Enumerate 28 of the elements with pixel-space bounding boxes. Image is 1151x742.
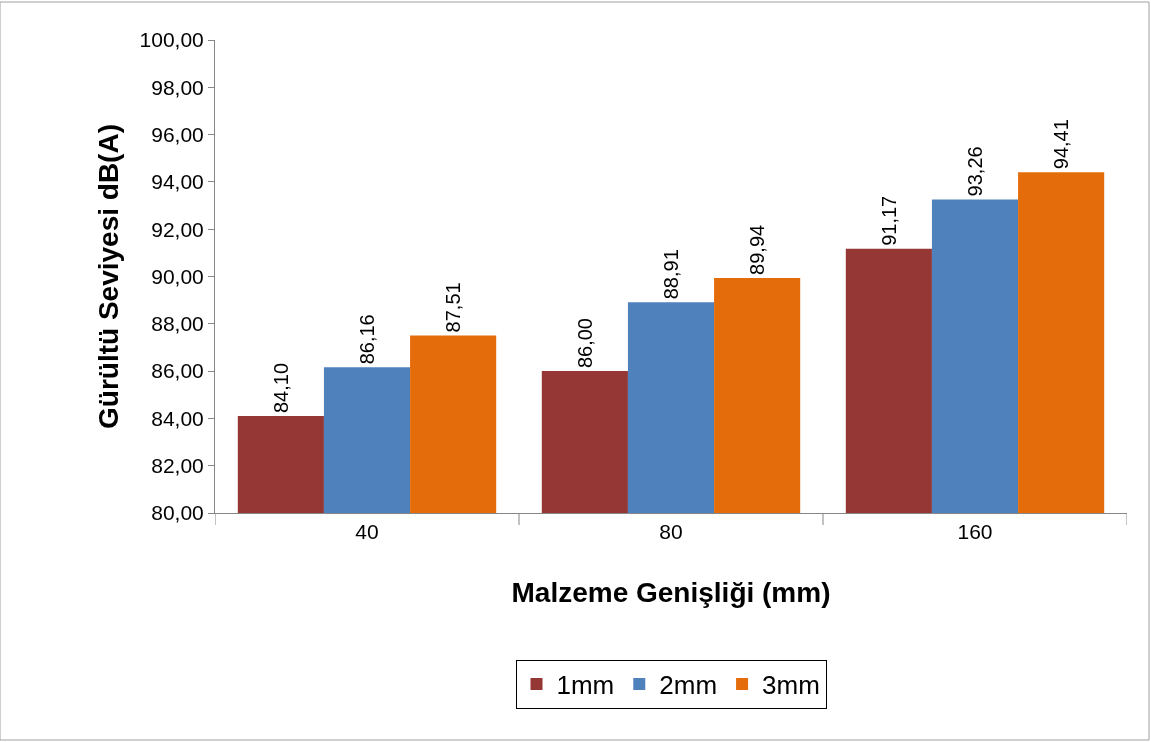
y-tick-label: 98,00: [151, 75, 204, 99]
x-tick-label: 160: [957, 520, 993, 544]
y-tick-label: 82,00: [151, 454, 204, 478]
y-tick-label: 84,00: [151, 406, 204, 430]
y-tick-label: 94,00: [151, 170, 204, 194]
legend-label: 1mm: [556, 670, 615, 701]
data-label: 91,17: [877, 195, 900, 246]
y-tick-label: 100,00: [139, 28, 204, 52]
x-axis-title: Malzeme Genişliği (mm): [511, 577, 831, 609]
y-tick-label: 96,00: [151, 122, 204, 146]
y-tick-label: 86,00: [151, 359, 204, 383]
legend-label: 2mm: [659, 670, 718, 701]
data-label: 86,00: [573, 318, 596, 369]
y-tick-label: 90,00: [151, 264, 204, 288]
x-tick-label: 80: [659, 520, 683, 544]
y-axis-title: Gürültü Seviyesi dB(A): [93, 124, 125, 429]
data-label: 86,16: [356, 314, 378, 365]
y-tick-label: 80,00: [151, 501, 204, 525]
data-label: 88,91: [660, 249, 682, 300]
data-label: 84,10: [269, 362, 292, 414]
y-tick-label: 92,00: [151, 217, 204, 241]
data-label: 89,94: [746, 224, 769, 275]
data-label: 94,41: [1050, 119, 1073, 170]
legend-label: 3mm: [762, 670, 820, 701]
y-tick-label: 88,00: [151, 312, 204, 336]
x-tick-label: 40: [355, 520, 379, 544]
data-label: 87,51: [442, 282, 465, 333]
data-label: 93,26: [964, 146, 986, 197]
